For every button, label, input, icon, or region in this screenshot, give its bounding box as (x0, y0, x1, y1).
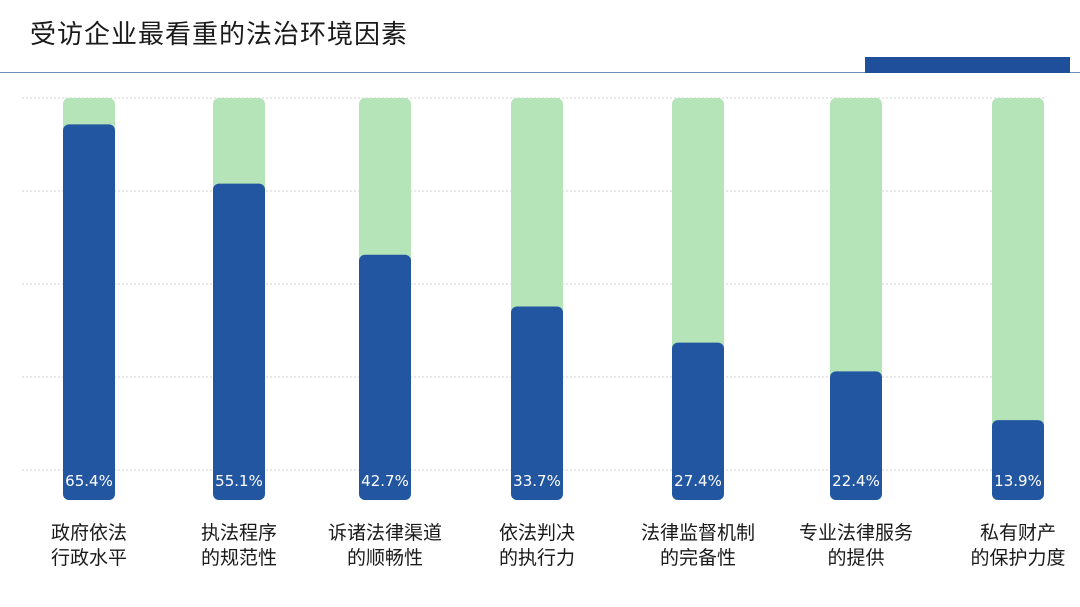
category-label-line: 的保护力度 (970, 547, 1066, 569)
category-label: 执法程序 的规范性 (159, 521, 319, 571)
category-label-line: 专业法律服务 (798, 522, 913, 544)
category-label: 专业法律服务 的提供 (776, 521, 936, 571)
chart-title: 受访企业最看重的法治环境因素 (30, 20, 409, 50)
header-divider (0, 72, 1080, 73)
bar (511, 306, 563, 500)
category-label: 诉诸法律渠道 的顺畅性 (305, 521, 465, 571)
category-label: 依法判决 的执行力 (457, 521, 617, 571)
category-label-line: 诉诸法律渠道 (327, 522, 442, 544)
data-label: 22.4% (832, 472, 880, 490)
data-label: 13.9% (994, 472, 1042, 490)
bar (830, 371, 882, 500)
category-label-line: 的完备性 (659, 547, 736, 569)
category-label: 法律监督机制 的完备性 (618, 521, 778, 571)
data-label: 42.7% (361, 472, 409, 490)
category-label-line: 依法判决 (498, 522, 575, 544)
bar-track (992, 98, 1044, 500)
bar (359, 254, 411, 500)
bar (992, 420, 1044, 500)
category-label: 政府依法 行政水平 (9, 521, 169, 571)
data-label: 55.1% (215, 472, 263, 490)
category-label-line: 私有财产 (979, 522, 1056, 544)
category-label-line: 法律监督机制 (640, 522, 755, 544)
category-label-line: 的执行力 (498, 547, 575, 569)
data-label: 33.7% (513, 472, 561, 490)
bar (63, 124, 115, 500)
data-label: 27.4% (674, 472, 722, 490)
category-label-line: 的顺畅性 (346, 547, 423, 569)
data-label: 65.4% (65, 472, 113, 490)
category-label-line: 的提供 (827, 547, 885, 569)
bar (213, 183, 265, 500)
category-label-line: 的规范性 (200, 547, 277, 569)
category-label-line: 执法程序 (200, 522, 277, 544)
category-label-line: 行政水平 (50, 547, 127, 569)
category-label: 私有财产 的保护力度 (938, 521, 1080, 571)
category-label-line: 政府依法 (50, 522, 127, 544)
bar (672, 342, 724, 500)
header-accent-bar (865, 57, 1070, 73)
